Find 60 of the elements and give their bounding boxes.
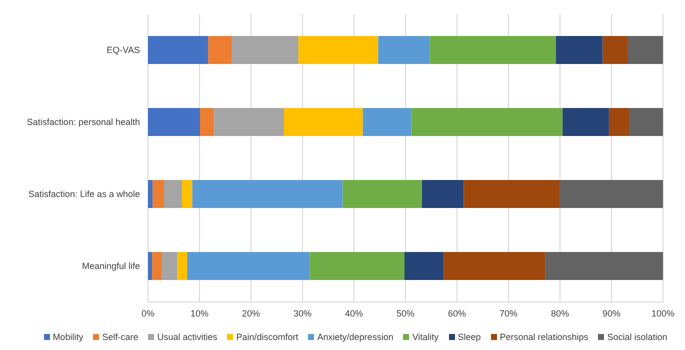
bar [182, 180, 192, 208]
bar [608, 108, 630, 136]
bar [602, 36, 628, 64]
legend-label: Pain/discomfort [235, 332, 298, 342]
y-tick-label: Satisfaction: Life as a whole [28, 189, 140, 200]
legend-label: Personal relationships [498, 332, 588, 342]
bar [152, 180, 164, 208]
bar [200, 108, 214, 136]
bar [148, 180, 153, 208]
x-tick-label: 60% [448, 308, 466, 318]
bar [162, 252, 178, 280]
bar [404, 252, 444, 280]
bar [545, 252, 663, 280]
bar [208, 36, 232, 64]
bar [464, 180, 560, 208]
x-tick-label: 100% [651, 308, 675, 318]
bar [192, 180, 343, 208]
legend-label: Mobility [52, 332, 84, 342]
x-tick-label: 40% [344, 308, 364, 318]
bar [559, 180, 663, 208]
bar [362, 108, 412, 136]
legend-label: Sleep [456, 332, 481, 342]
legend-label: Vitality [411, 332, 439, 342]
bar [430, 36, 556, 64]
bar [164, 180, 182, 208]
bar [342, 180, 422, 208]
legend-label: Self-care [101, 332, 138, 342]
legend-label: Usual activities [156, 332, 218, 342]
x-tick-label: 50% [396, 308, 415, 318]
bar [148, 36, 208, 64]
bar [232, 36, 298, 64]
legend-label: Anxiety/depression [316, 332, 394, 342]
bar [556, 36, 603, 64]
x-tick-label: 10% [190, 308, 209, 318]
bar [629, 108, 663, 136]
bar [310, 252, 404, 280]
bar [177, 252, 188, 280]
y-tick-label: Satisfaction: personal health [26, 117, 140, 128]
y-tick-label: Meaningful life [82, 261, 140, 272]
bar [284, 108, 363, 136]
bar [298, 36, 378, 64]
bar [628, 36, 663, 64]
bar [562, 108, 609, 136]
x-tick-label: 20% [242, 308, 260, 318]
legend-label: Social isolation [606, 332, 668, 342]
x-tick-label: 70% [499, 308, 518, 318]
x-tick-label: 0% [141, 308, 155, 318]
bar [148, 108, 200, 136]
bar [378, 36, 430, 64]
y-tick-label: EQ-VAS [106, 45, 140, 56]
x-tick-label: 80% [550, 308, 570, 318]
bar [187, 252, 310, 280]
bar [152, 252, 162, 280]
bar [148, 252, 152, 280]
bar [411, 108, 563, 136]
bar [214, 108, 284, 136]
x-tick-label: 90% [602, 308, 621, 318]
bar [444, 252, 546, 280]
x-tick-label: 30% [293, 308, 312, 318]
bar [422, 180, 464, 208]
